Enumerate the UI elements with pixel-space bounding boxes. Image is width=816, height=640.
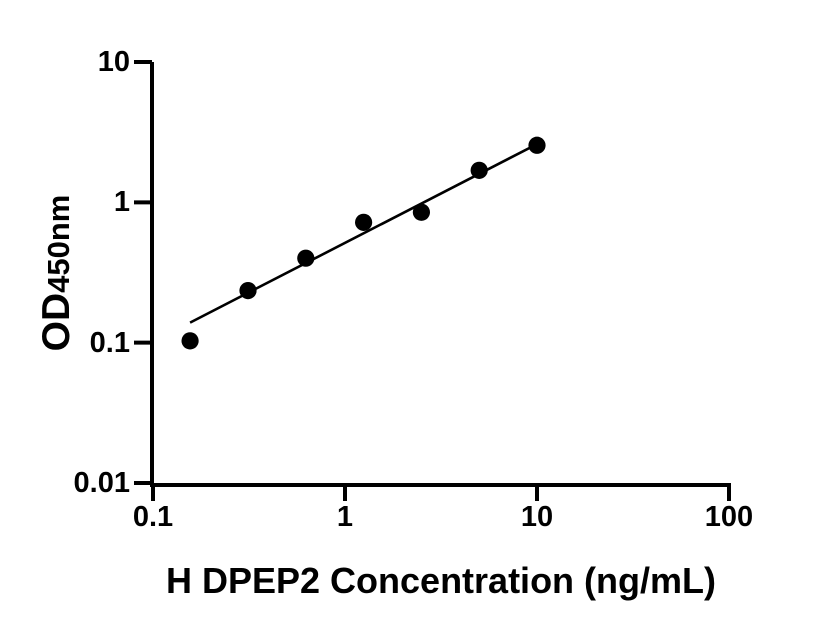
x-tick-label: 100 — [704, 501, 754, 533]
y-tick-label: 10 — [97, 46, 130, 78]
y-axis-title-sub: 450nm — [41, 194, 76, 293]
x-axis-title: H DPEP2 Concentration (ng/mL) — [165, 560, 717, 601]
y-tick-label: 0.01 — [73, 467, 130, 499]
data-point — [181, 332, 199, 350]
y-axis-title: OD450nm — [35, 195, 79, 352]
y-tick-label: 0.1 — [89, 326, 130, 359]
x-tick-label: 1 — [336, 501, 354, 533]
y-axis-title-main: OD — [35, 292, 78, 352]
y-tick-label: 1 — [113, 186, 130, 219]
data-point — [355, 213, 373, 231]
data-point — [528, 136, 546, 154]
data-point — [297, 249, 315, 267]
x-tick-label: 0.1 — [132, 501, 174, 533]
axis-frame — [150, 62, 731, 487]
data-point — [239, 281, 257, 300]
x-tick-label: 10 — [520, 501, 554, 533]
data-point — [470, 161, 488, 179]
data-point — [412, 203, 431, 221]
